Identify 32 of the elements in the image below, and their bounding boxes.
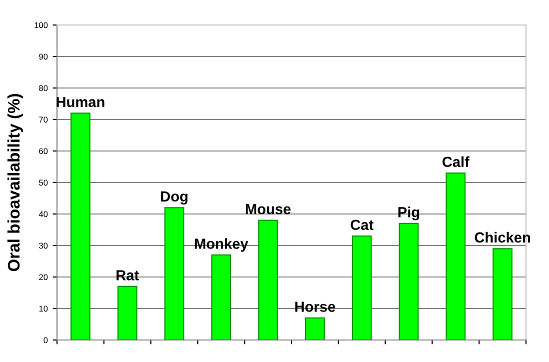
- bar: [164, 207, 184, 340]
- x-tick-label: Chicken: [474, 232, 530, 243]
- y-tick-label: 90: [39, 54, 48, 60]
- y-tick-label: 50: [39, 180, 48, 186]
- y-tick-label: 60: [39, 148, 48, 154]
- y-tick-label: 100: [34, 22, 48, 28]
- y-axis-title: Oral bioavailability (%): [7, 94, 23, 272]
- y-tick-label: 80: [39, 85, 48, 92]
- bar: [352, 235, 372, 340]
- bar: [70, 112, 90, 340]
- y-tick-label: 30: [39, 242, 48, 249]
- y-tick-label: 20: [39, 274, 48, 280]
- y-tick-label: 0: [44, 337, 48, 344]
- x-tick-label: Horse: [295, 302, 336, 312]
- bar: [446, 172, 466, 340]
- x-tick-label: Rat: [116, 270, 139, 280]
- bar: [492, 248, 512, 340]
- x-tick-label: Cat: [350, 220, 374, 230]
- bar: [398, 222, 419, 340]
- y-tick-label: 10: [39, 306, 48, 312]
- x-tick-label: Human: [56, 96, 104, 108]
- bar: [211, 254, 232, 340]
- x-tick-label: Pig: [398, 206, 420, 220]
- y-tick-label: 40: [38, 211, 48, 218]
- bar: [258, 220, 278, 340]
- bar: [305, 317, 325, 340]
- x-tick-label: Monkey: [194, 238, 248, 252]
- y-tick-label: 70: [39, 116, 48, 123]
- x-tick-label: Dog: [161, 191, 188, 205]
- x-tick-label: Mouse: [246, 204, 291, 214]
- bar: [117, 286, 138, 340]
- x-tick-label: Calf: [442, 156, 470, 168]
